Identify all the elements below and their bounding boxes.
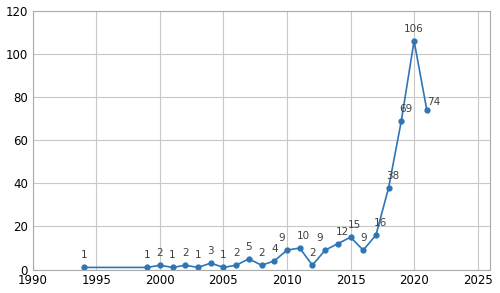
- Text: 1: 1: [220, 251, 226, 260]
- Text: 2: 2: [156, 248, 163, 258]
- Text: 2: 2: [233, 248, 239, 258]
- Text: 1: 1: [144, 251, 150, 260]
- Text: 2: 2: [182, 248, 188, 258]
- Text: 1: 1: [170, 251, 176, 260]
- Text: 10: 10: [298, 231, 310, 241]
- Text: 15: 15: [348, 220, 362, 230]
- Text: 1: 1: [194, 251, 202, 260]
- Text: 12: 12: [336, 227, 348, 237]
- Text: 38: 38: [386, 171, 400, 180]
- Text: 74: 74: [427, 97, 440, 107]
- Text: 106: 106: [404, 24, 424, 34]
- Text: 2: 2: [309, 248, 316, 258]
- Text: 4: 4: [271, 244, 278, 254]
- Text: 1: 1: [80, 251, 87, 260]
- Text: 9: 9: [316, 233, 323, 243]
- Text: 3: 3: [208, 246, 214, 256]
- Text: 9: 9: [278, 233, 284, 243]
- Text: 16: 16: [374, 218, 386, 228]
- Text: 9: 9: [360, 233, 366, 243]
- Text: 2: 2: [258, 248, 265, 258]
- Text: 5: 5: [246, 242, 252, 252]
- Text: 69: 69: [399, 104, 412, 114]
